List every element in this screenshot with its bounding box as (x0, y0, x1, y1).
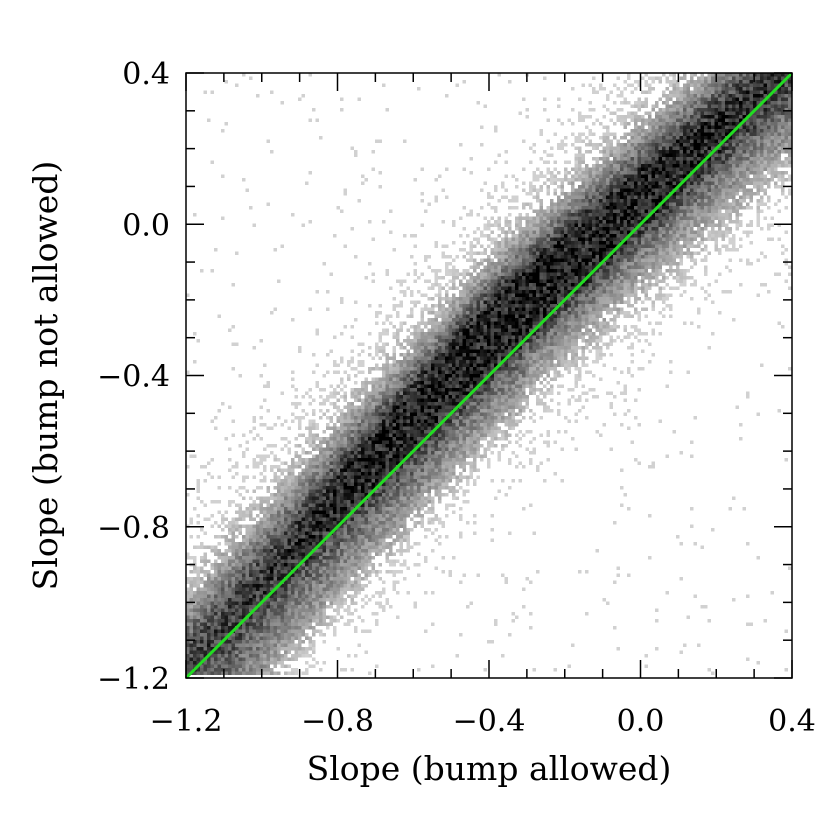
y-tick-labels: −1.2 −0.8 −0.4 0.0 0.4 (97, 57, 170, 697)
ticks (185, 72, 793, 679)
x-tick-label: −0.4 (453, 704, 526, 739)
y-tick-label: −1.2 (97, 662, 170, 697)
y-axis-label: Slope (bump not allowed) (26, 161, 65, 591)
y-tick-label: −0.4 (97, 360, 170, 395)
identity-line (184, 71, 794, 680)
x-tick-label: −0.8 (301, 704, 374, 739)
x-tick-labels: −1.2 −0.8 −0.4 0.0 0.4 (150, 704, 816, 739)
x-tick-label: 0.4 (768, 704, 816, 739)
y-tick-label: 0.4 (122, 57, 170, 92)
x-tick-label: −1.2 (150, 704, 223, 739)
x-axis-label: Slope (bump allowed) (307, 749, 672, 788)
density-heatmap (186, 73, 792, 675)
y-tick-label: 0.0 (122, 208, 170, 243)
x-tick-label: 0.0 (617, 704, 665, 739)
y-tick-label: −0.8 (97, 511, 170, 546)
